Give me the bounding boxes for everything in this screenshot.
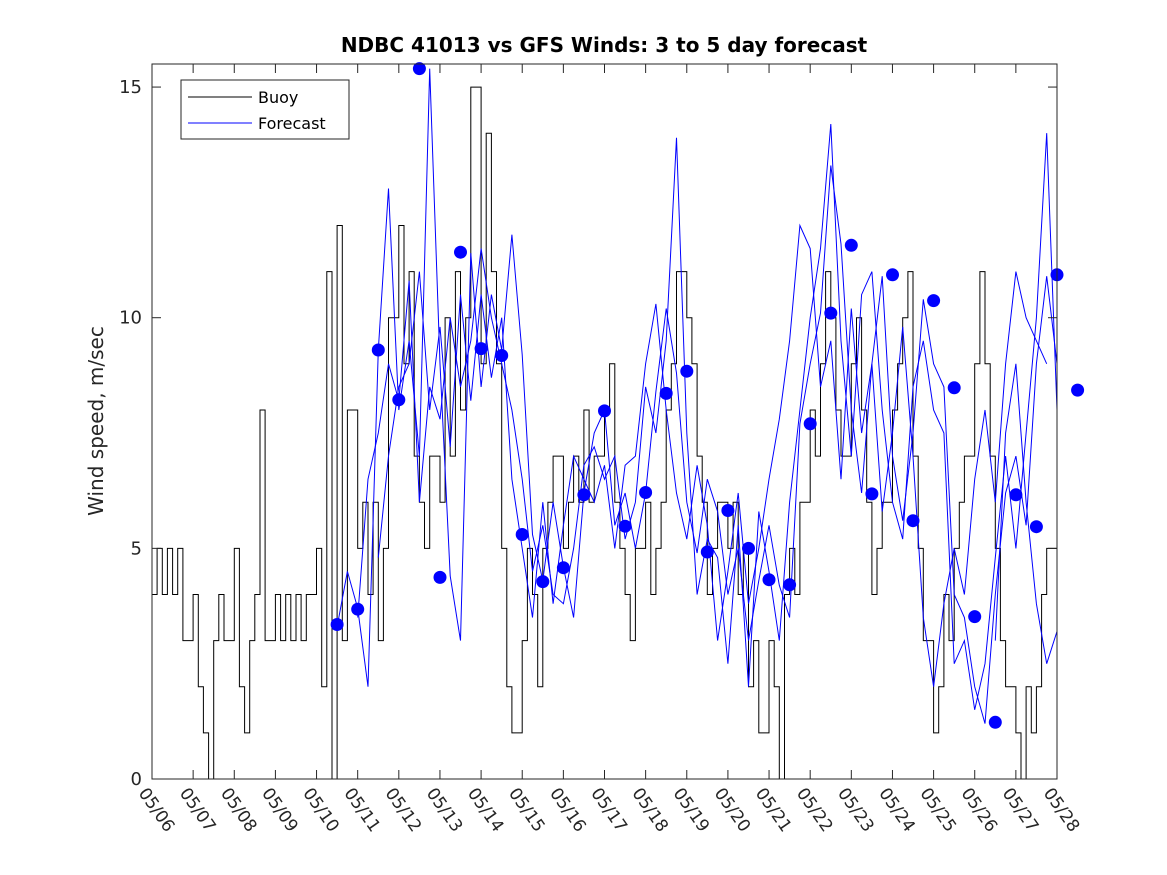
forecast-marker-8 bbox=[474, 342, 488, 356]
y-tick-label: 15 bbox=[119, 77, 142, 98]
forecast-marker-29 bbox=[906, 514, 920, 528]
forecast-marker-21 bbox=[742, 541, 755, 555]
forecast-marker-9 bbox=[495, 349, 509, 362]
forecast-marker-11 bbox=[536, 575, 550, 589]
forecast-marker-13 bbox=[577, 488, 591, 502]
forecast-marker-15 bbox=[618, 519, 632, 533]
forecast-marker-27 bbox=[865, 487, 879, 501]
forecast-marker-23 bbox=[783, 578, 797, 592]
forecast-marker-22 bbox=[762, 573, 776, 587]
forecast-marker-3 bbox=[371, 343, 385, 357]
forecast-marker-20 bbox=[721, 504, 735, 517]
forecast-series bbox=[336, 68, 1058, 724]
chart-title: NDBC 41013 vs GFS Winds: 3 to 5 day fore… bbox=[341, 33, 868, 57]
forecast-marker-4 bbox=[392, 393, 406, 407]
forecast-marker-35 bbox=[1029, 520, 1043, 534]
legend-box bbox=[180, 79, 350, 140]
buoy-line bbox=[152, 86, 1058, 780]
legend-label-forecast: Forecast bbox=[258, 114, 326, 133]
y-axis: 0 5 10 15 bbox=[119, 77, 1057, 790]
legend: Buoy Forecast bbox=[180, 79, 350, 140]
forecast-marker-10 bbox=[515, 528, 529, 541]
forecast-marker-6 bbox=[433, 570, 447, 584]
forecast-marker-7 bbox=[454, 245, 467, 259]
forecast-markers bbox=[330, 62, 1085, 729]
legend-label-buoy: Buoy bbox=[258, 88, 298, 107]
forecast-marker-32 bbox=[968, 610, 982, 624]
forecast-line-3 bbox=[377, 223, 1048, 687]
forecast-marker-14 bbox=[598, 404, 611, 418]
forecast-marker-1 bbox=[330, 618, 344, 631]
forecast-marker-28 bbox=[886, 268, 899, 282]
forecast-marker-18 bbox=[680, 364, 694, 378]
forecast-line-1 bbox=[336, 68, 1058, 724]
forecast-marker-19 bbox=[700, 545, 714, 559]
forecast-marker-34 bbox=[1009, 488, 1023, 502]
forecast-marker-30 bbox=[927, 294, 941, 308]
y-axis-label: Wind speed, m/sec bbox=[84, 326, 108, 516]
forecast-marker-17 bbox=[659, 386, 673, 400]
forecast-marker-16 bbox=[639, 486, 653, 499]
forecast-marker-2 bbox=[351, 602, 365, 616]
forecast-marker-25 bbox=[824, 306, 838, 320]
forecast-marker-33 bbox=[988, 715, 1002, 729]
y-tick-label: 0 bbox=[131, 769, 142, 790]
forecast-marker-5 bbox=[412, 62, 426, 76]
y-tick-label: 10 bbox=[119, 308, 142, 329]
forecast-line-2 bbox=[357, 123, 1058, 710]
forecast-marker-24 bbox=[803, 417, 817, 431]
y-tick-label: 5 bbox=[131, 538, 142, 559]
forecast-marker-37 bbox=[1071, 383, 1085, 397]
forecast-marker-26 bbox=[844, 238, 858, 252]
buoy-series bbox=[152, 86, 1058, 780]
forecast-marker-31 bbox=[947, 381, 961, 395]
forecast-marker-12 bbox=[556, 561, 570, 575]
